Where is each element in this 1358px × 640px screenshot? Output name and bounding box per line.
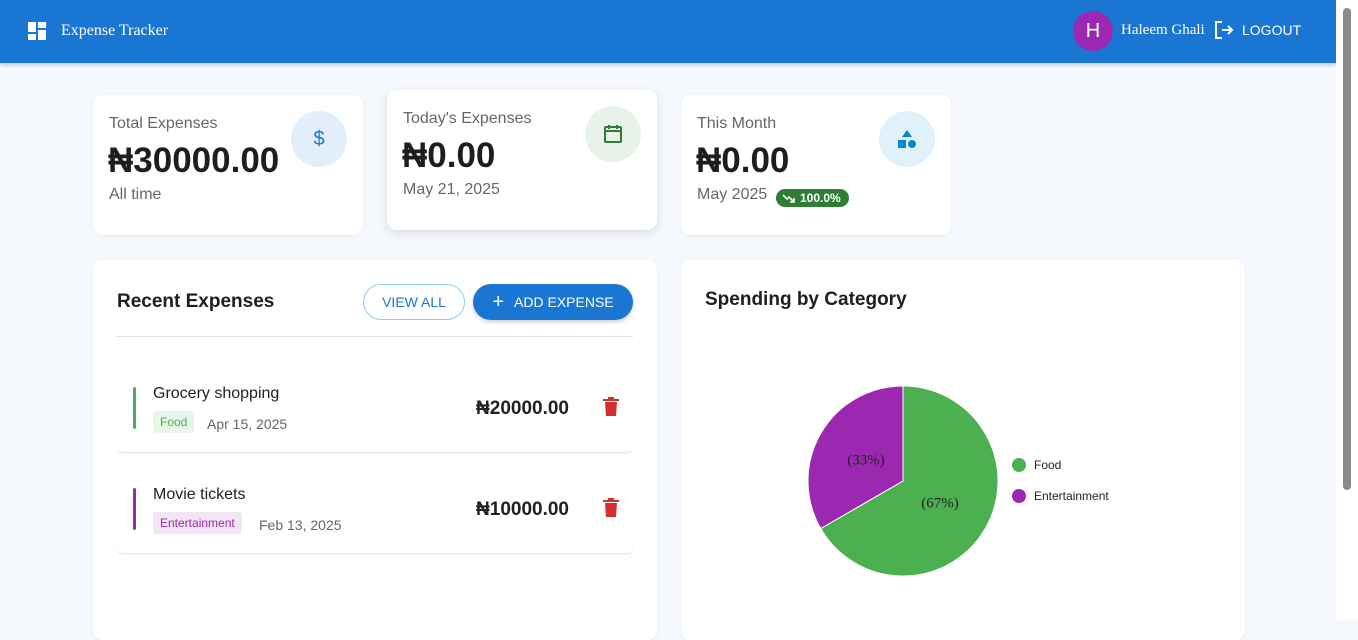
stat-label: Total Expenses bbox=[109, 115, 218, 132]
category-chip: Entertainment bbox=[153, 512, 242, 534]
view-all-button[interactable]: VIEW ALL bbox=[363, 284, 465, 320]
plus-icon: + bbox=[492, 291, 505, 313]
pie-label: (67%) bbox=[921, 495, 959, 511]
list-item[interactable]: Grocery shopping Food Apr 15, 2025 ₦2000… bbox=[117, 361, 633, 453]
legend-marker bbox=[1012, 458, 1026, 472]
calendar-icon bbox=[585, 106, 641, 162]
dashboard-icon bbox=[28, 22, 46, 40]
total-expenses-card: Total Expenses ₦30000.00 All time $ bbox=[93, 95, 363, 235]
category-bar bbox=[133, 488, 136, 530]
user-name: Haleem Ghali bbox=[1121, 22, 1205, 38]
stat-sub: May 21, 2025 bbox=[403, 181, 500, 198]
divider bbox=[117, 336, 633, 337]
category-icon bbox=[879, 111, 935, 167]
legend-marker bbox=[1012, 489, 1026, 503]
spending-by-category-card: Spending by Category (67%) (33%) Food Enter… bbox=[681, 260, 1245, 640]
stat-value: ₦30000.00 bbox=[108, 141, 280, 180]
expense-amount: ₦10000.00 bbox=[476, 499, 569, 520]
category-bar bbox=[133, 387, 136, 429]
delete-icon[interactable] bbox=[603, 498, 619, 518]
app-bar: Expense Tracker H Haleem Ghali LOGOUT bbox=[0, 0, 1336, 63]
logout-label: LOGOUT bbox=[1242, 22, 1302, 38]
recent-expenses-card: Recent Expenses VIEW ALL + ADD EXPENSE Gr… bbox=[93, 260, 657, 640]
app-title: Expense Tracker bbox=[61, 22, 169, 39]
trending-down-icon bbox=[782, 194, 795, 203]
logout-icon bbox=[1215, 21, 1234, 39]
pie-chart: (67%) (33%) Food Entertainment bbox=[807, 385, 1109, 577]
today-expenses-card: Today's Expenses ₦0.00 May 21, 2025 bbox=[387, 90, 657, 230]
dollar-icon: $ bbox=[291, 111, 347, 167]
legend-item[interactable]: Food bbox=[1034, 458, 1061, 472]
category-chip: Food bbox=[153, 411, 195, 433]
pie-slice-food[interactable] bbox=[820, 385, 999, 577]
stat-label: Today's Expenses bbox=[403, 110, 532, 127]
add-expense-button[interactable]: + ADD EXPENSE bbox=[473, 284, 633, 320]
add-expense-label: ADD EXPENSE bbox=[514, 294, 614, 310]
trend-badge: 100.0% bbox=[776, 189, 849, 207]
expense-date: Feb 13, 2025 bbox=[259, 517, 342, 533]
this-month-card: This Month ₦0.00 May 2025 100.0% bbox=[681, 95, 951, 235]
list-item[interactable]: Movie tickets Entertainment Feb 13, 2025… bbox=[117, 462, 633, 554]
avatar[interactable]: H bbox=[1073, 11, 1113, 51]
stat-sub: All time bbox=[109, 186, 162, 203]
expense-name: Grocery shopping bbox=[153, 385, 280, 402]
legend-item[interactable]: Entertainment bbox=[1034, 489, 1109, 503]
expense-date: Apr 15, 2025 bbox=[207, 416, 288, 432]
stat-value: ₦0.00 bbox=[402, 136, 496, 175]
scrollbar[interactable] bbox=[1336, 0, 1358, 620]
stat-value: ₦0.00 bbox=[696, 141, 790, 180]
section-title: Recent Expenses bbox=[117, 291, 275, 312]
pie-slice-entertainment[interactable] bbox=[807, 385, 904, 530]
logout-button[interactable]: LOGOUT bbox=[1214, 21, 1301, 39]
delete-icon[interactable] bbox=[603, 397, 619, 417]
scrollbar-thumb[interactable] bbox=[1343, 8, 1351, 490]
stat-label: This Month bbox=[697, 115, 777, 132]
badge-value: 100.0% bbox=[800, 191, 841, 205]
pie-label: (33%) bbox=[847, 453, 885, 469]
chart-title: Spending by Category bbox=[705, 289, 907, 310]
expense-name: Movie tickets bbox=[153, 486, 246, 503]
stat-sub: May 2025 bbox=[697, 186, 768, 203]
expense-amount: ₦20000.00 bbox=[476, 398, 569, 419]
